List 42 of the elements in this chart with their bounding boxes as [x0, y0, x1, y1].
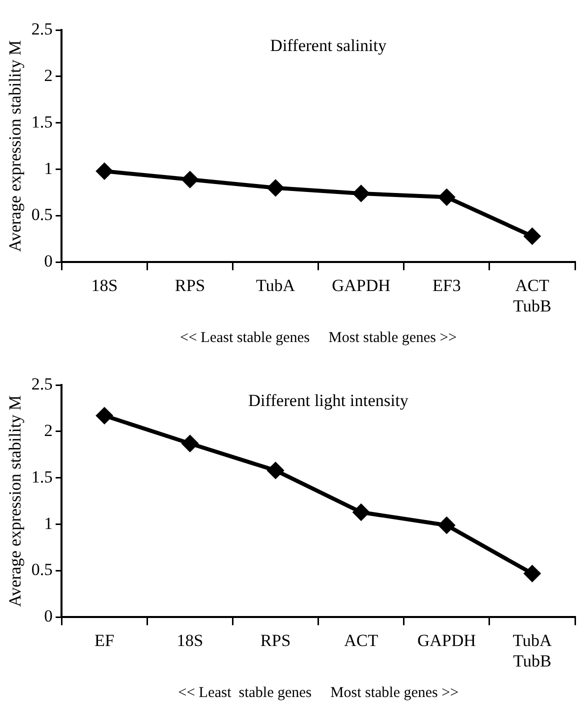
- chart-title: Different light intensity: [248, 390, 409, 410]
- point: [96, 408, 112, 424]
- point: [182, 172, 198, 188]
- x-tick-label: RPS: [260, 630, 291, 650]
- y-tick-label: 0.5: [31, 205, 53, 224]
- point: [524, 228, 540, 244]
- x-tick-label: 18S: [91, 276, 118, 295]
- y-axis-title: Average expression stability M: [6, 395, 25, 607]
- y-tick-label: 2: [44, 66, 53, 85]
- x-axis-title: << Least stable genes Most stable genes >>: [178, 684, 459, 701]
- y-axis-title: Average expression stability M: [6, 40, 25, 252]
- y-tick-label: 1: [44, 514, 53, 533]
- y-tick-label: 2.5: [31, 19, 53, 38]
- x-tick-label: RPS: [174, 276, 206, 295]
- point: [438, 517, 455, 534]
- point: [96, 163, 112, 180]
- x-tick-label: ACT TubB: [513, 276, 552, 316]
- point: [268, 180, 284, 196]
- y-tick-label: 1: [44, 158, 53, 178]
- x-tick-label: 18S: [176, 630, 204, 650]
- point: [353, 504, 370, 520]
- x-tick-label: TubA: [256, 276, 296, 295]
- point: [353, 185, 370, 202]
- y-tick-label: 2: [44, 420, 53, 440]
- x-tick-label: ACT: [344, 630, 379, 650]
- x-tick-label: EF: [94, 630, 114, 650]
- y-tick-label: 2.5: [31, 374, 53, 394]
- x-tick-label: GAPDH: [417, 630, 476, 650]
- point: [438, 189, 455, 206]
- y-tick-label: 1.5: [31, 467, 53, 486]
- x-tick-label: GAPDH: [332, 276, 390, 295]
- y-tick-label: 0.5: [31, 560, 53, 580]
- point: [182, 436, 198, 452]
- y-tick-label: 0: [44, 252, 53, 271]
- point: [268, 462, 284, 478]
- point: [524, 566, 540, 582]
- x-tick-label: TubA TubB: [512, 630, 552, 670]
- y-tick-label: 1.5: [31, 112, 53, 132]
- x-axis-title: << Least stable genes Most stable genes >>: [180, 330, 457, 346]
- x-tick-label: EF3: [432, 276, 461, 295]
- y-tick-label: 0: [44, 606, 53, 626]
- chart-title: Different salinity: [270, 36, 387, 55]
